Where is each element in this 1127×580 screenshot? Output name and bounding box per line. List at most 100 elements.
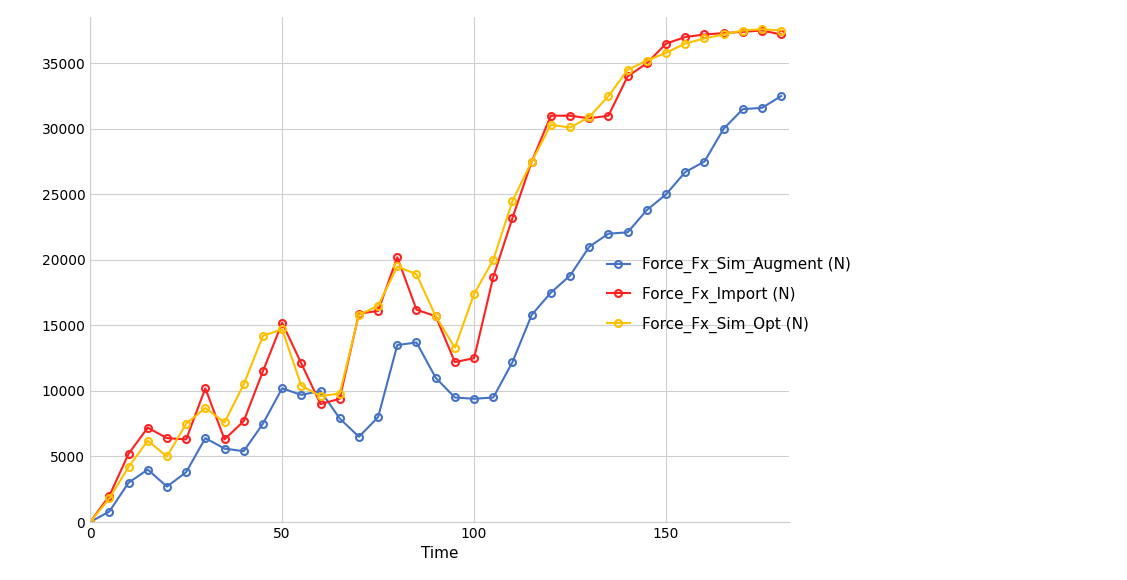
Force_Fx_Import (N) xyxy=(468,355,481,362)
Force_Fx_Sim_Opt (N) xyxy=(371,302,384,309)
Force_Fx_Import (N) xyxy=(640,60,654,67)
Force_Fx_Import (N) xyxy=(332,396,346,403)
Force_Fx_Sim_Opt (N) xyxy=(449,344,462,351)
Force_Fx_Sim_Opt (N) xyxy=(506,197,520,204)
Force_Fx_Sim_Augment (N) xyxy=(83,519,97,525)
Force_Fx_Import (N) xyxy=(294,360,308,367)
Force_Fx_Import (N) xyxy=(103,492,116,499)
Force_Fx_Import (N) xyxy=(122,450,135,457)
Line: Force_Fx_Sim_Opt (N): Force_Fx_Sim_Opt (N) xyxy=(87,26,784,525)
Force_Fx_Sim_Opt (N) xyxy=(544,121,558,128)
Legend: Force_Fx_Sim_Augment (N), Force_Fx_Import (N), Force_Fx_Sim_Opt (N): Force_Fx_Sim_Augment (N), Force_Fx_Impor… xyxy=(601,251,858,339)
Force_Fx_Sim_Opt (N) xyxy=(122,463,135,470)
Force_Fx_Import (N) xyxy=(198,385,212,392)
Force_Fx_Sim_Opt (N) xyxy=(736,27,749,34)
Force_Fx_Sim_Opt (N) xyxy=(698,35,711,42)
Force_Fx_Sim_Augment (N) xyxy=(755,104,769,111)
Force_Fx_Sim_Opt (N) xyxy=(602,93,615,100)
Force_Fx_Sim_Opt (N) xyxy=(103,495,116,502)
Force_Fx_Sim_Opt (N) xyxy=(678,40,692,47)
Force_Fx_Sim_Opt (N) xyxy=(487,256,500,263)
Force_Fx_Sim_Augment (N) xyxy=(410,339,424,346)
Line: Force_Fx_Sim_Augment (N): Force_Fx_Sim_Augment (N) xyxy=(87,93,784,525)
Force_Fx_Sim_Opt (N) xyxy=(352,311,365,318)
Force_Fx_Sim_Augment (N) xyxy=(640,206,654,213)
Force_Fx_Sim_Opt (N) xyxy=(525,158,539,165)
Force_Fx_Sim_Opt (N) xyxy=(468,291,481,298)
Force_Fx_Sim_Opt (N) xyxy=(659,49,673,56)
Force_Fx_Sim_Augment (N) xyxy=(736,106,749,113)
Force_Fx_Sim_Opt (N) xyxy=(391,263,405,270)
Force_Fx_Sim_Augment (N) xyxy=(294,392,308,398)
Force_Fx_Sim_Augment (N) xyxy=(449,394,462,401)
Force_Fx_Import (N) xyxy=(602,112,615,119)
Force_Fx_Sim_Opt (N) xyxy=(564,124,577,131)
Force_Fx_Sim_Opt (N) xyxy=(198,404,212,411)
Force_Fx_Sim_Augment (N) xyxy=(487,394,500,401)
Force_Fx_Import (N) xyxy=(313,401,327,408)
Force_Fx_Sim_Augment (N) xyxy=(218,445,231,452)
Force_Fx_Import (N) xyxy=(717,30,730,37)
Force_Fx_Sim_Augment (N) xyxy=(564,272,577,279)
Force_Fx_Import (N) xyxy=(371,307,384,314)
Force_Fx_Sim_Opt (N) xyxy=(332,390,346,397)
Force_Fx_Import (N) xyxy=(774,31,788,38)
X-axis label: Time: Time xyxy=(420,546,459,561)
Force_Fx_Sim_Opt (N) xyxy=(237,381,250,388)
Force_Fx_Sim_Opt (N) xyxy=(583,114,596,121)
Force_Fx_Import (N) xyxy=(237,418,250,425)
Force_Fx_Import (N) xyxy=(218,436,231,443)
Force_Fx_Import (N) xyxy=(583,115,596,122)
Force_Fx_Sim_Augment (N) xyxy=(198,434,212,441)
Force_Fx_Sim_Augment (N) xyxy=(717,125,730,132)
Force_Fx_Sim_Augment (N) xyxy=(698,158,711,165)
Force_Fx_Sim_Augment (N) xyxy=(678,169,692,176)
Force_Fx_Import (N) xyxy=(487,273,500,280)
Force_Fx_Sim_Augment (N) xyxy=(583,243,596,250)
Force_Fx_Sim_Opt (N) xyxy=(755,26,769,32)
Force_Fx_Sim_Opt (N) xyxy=(621,66,635,73)
Force_Fx_Import (N) xyxy=(179,436,193,443)
Force_Fx_Sim_Opt (N) xyxy=(83,519,97,525)
Force_Fx_Sim_Augment (N) xyxy=(160,483,174,490)
Force_Fx_Sim_Augment (N) xyxy=(621,229,635,236)
Force_Fx_Import (N) xyxy=(621,73,635,80)
Force_Fx_Sim_Augment (N) xyxy=(237,448,250,455)
Force_Fx_Import (N) xyxy=(698,31,711,38)
Force_Fx_Sim_Opt (N) xyxy=(717,31,730,38)
Force_Fx_Import (N) xyxy=(525,158,539,165)
Force_Fx_Sim_Augment (N) xyxy=(468,396,481,403)
Force_Fx_Import (N) xyxy=(160,434,174,441)
Force_Fx_Sim_Opt (N) xyxy=(429,313,443,320)
Force_Fx_Sim_Opt (N) xyxy=(774,27,788,34)
Force_Fx_Sim_Opt (N) xyxy=(160,453,174,460)
Force_Fx_Sim_Augment (N) xyxy=(659,191,673,198)
Force_Fx_Sim_Opt (N) xyxy=(141,437,154,444)
Force_Fx_Sim_Opt (N) xyxy=(256,332,269,339)
Force_Fx_Sim_Opt (N) xyxy=(294,382,308,389)
Force_Fx_Sim_Augment (N) xyxy=(122,479,135,486)
Force_Fx_Sim_Augment (N) xyxy=(525,311,539,318)
Force_Fx_Sim_Opt (N) xyxy=(275,326,289,333)
Force_Fx_Sim_Opt (N) xyxy=(313,393,327,400)
Force_Fx_Sim_Opt (N) xyxy=(218,419,231,426)
Force_Fx_Import (N) xyxy=(564,112,577,119)
Force_Fx_Sim_Augment (N) xyxy=(179,469,193,476)
Force_Fx_Import (N) xyxy=(429,313,443,320)
Force_Fx_Sim_Augment (N) xyxy=(429,374,443,381)
Force_Fx_Sim_Augment (N) xyxy=(544,289,558,296)
Force_Fx_Sim_Augment (N) xyxy=(141,466,154,473)
Force_Fx_Import (N) xyxy=(83,519,97,525)
Force_Fx_Sim_Augment (N) xyxy=(371,414,384,420)
Force_Fx_Sim_Opt (N) xyxy=(640,57,654,64)
Force_Fx_Import (N) xyxy=(352,310,365,317)
Force_Fx_Import (N) xyxy=(755,27,769,34)
Force_Fx_Sim_Augment (N) xyxy=(352,433,365,440)
Force_Fx_Import (N) xyxy=(410,306,424,313)
Force_Fx_Sim_Augment (N) xyxy=(313,387,327,394)
Force_Fx_Import (N) xyxy=(736,28,749,35)
Force_Fx_Import (N) xyxy=(275,320,289,327)
Force_Fx_Sim_Augment (N) xyxy=(602,230,615,237)
Force_Fx_Sim_Opt (N) xyxy=(410,271,424,278)
Force_Fx_Import (N) xyxy=(506,215,520,222)
